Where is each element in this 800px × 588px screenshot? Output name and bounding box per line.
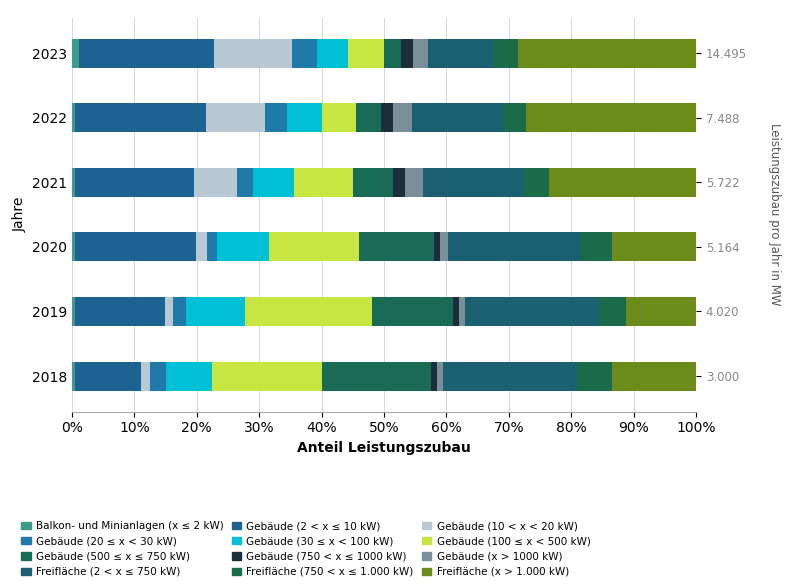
Bar <box>581 232 612 262</box>
Bar <box>207 232 217 262</box>
Bar <box>79 39 214 68</box>
Bar <box>212 362 322 390</box>
Bar <box>526 103 696 132</box>
Bar <box>523 168 550 197</box>
Bar <box>412 103 502 132</box>
Bar <box>317 39 348 68</box>
Bar <box>430 362 437 390</box>
Bar <box>453 297 459 326</box>
Bar <box>294 168 353 197</box>
Bar <box>238 168 253 197</box>
Bar <box>437 362 443 390</box>
Bar <box>75 362 141 390</box>
Bar <box>174 297 186 326</box>
Bar <box>423 168 523 197</box>
Bar <box>253 168 294 197</box>
Legend: Balkon- und Minianlagen (x ≤ 2 kW), Gebäude (20 ≤ x < 30 kW), Gebäude (500 ≤ x ≤: Balkon- und Minianlagen (x ≤ 2 kW), Gebä… <box>22 522 590 577</box>
Bar <box>413 39 428 68</box>
Bar <box>75 103 206 132</box>
Bar <box>598 297 626 326</box>
Bar <box>626 297 696 326</box>
Bar <box>194 168 238 197</box>
Bar <box>465 297 598 326</box>
Bar <box>384 39 402 68</box>
Y-axis label: Leistungszubau pro Jahr in MW: Leistungszubau pro Jahr in MW <box>768 123 781 306</box>
Bar <box>459 297 465 326</box>
Bar <box>348 39 384 68</box>
Bar <box>72 232 75 262</box>
Bar <box>322 362 430 390</box>
Bar <box>494 39 518 68</box>
Bar <box>270 232 359 262</box>
Bar <box>448 232 581 262</box>
Bar <box>266 103 287 132</box>
Bar <box>196 232 207 262</box>
Bar <box>72 362 75 390</box>
Bar <box>443 362 578 390</box>
Bar <box>518 39 696 68</box>
Bar <box>550 168 696 197</box>
Bar <box>356 103 381 132</box>
Bar <box>75 297 165 326</box>
Bar <box>72 168 75 197</box>
Bar <box>186 297 245 326</box>
X-axis label: Anteil Leistungszubau: Anteil Leistungszubau <box>297 441 471 455</box>
Bar <box>245 297 372 326</box>
Bar <box>322 103 356 132</box>
Bar <box>214 39 292 68</box>
Bar <box>353 168 394 197</box>
Bar <box>287 103 322 132</box>
Bar <box>578 362 612 390</box>
Bar <box>292 39 317 68</box>
Bar <box>217 232 270 262</box>
Bar <box>75 168 194 197</box>
Bar <box>165 297 174 326</box>
Bar <box>405 168 423 197</box>
Bar <box>150 362 166 390</box>
Bar <box>72 103 75 132</box>
Bar <box>612 232 696 262</box>
Bar <box>141 362 150 390</box>
Y-axis label: Jahre: Jahre <box>12 197 26 232</box>
Bar <box>72 39 79 68</box>
Bar <box>206 103 266 132</box>
Bar <box>502 103 526 132</box>
Bar <box>440 232 448 262</box>
Bar <box>72 297 75 326</box>
Bar <box>394 103 412 132</box>
Bar <box>428 39 494 68</box>
Bar <box>372 297 453 326</box>
Bar <box>166 362 212 390</box>
Bar <box>402 39 413 68</box>
Bar <box>359 232 434 262</box>
Bar <box>394 168 405 197</box>
Bar <box>75 232 196 262</box>
Bar <box>434 232 440 262</box>
Bar <box>612 362 696 390</box>
Bar <box>381 103 394 132</box>
